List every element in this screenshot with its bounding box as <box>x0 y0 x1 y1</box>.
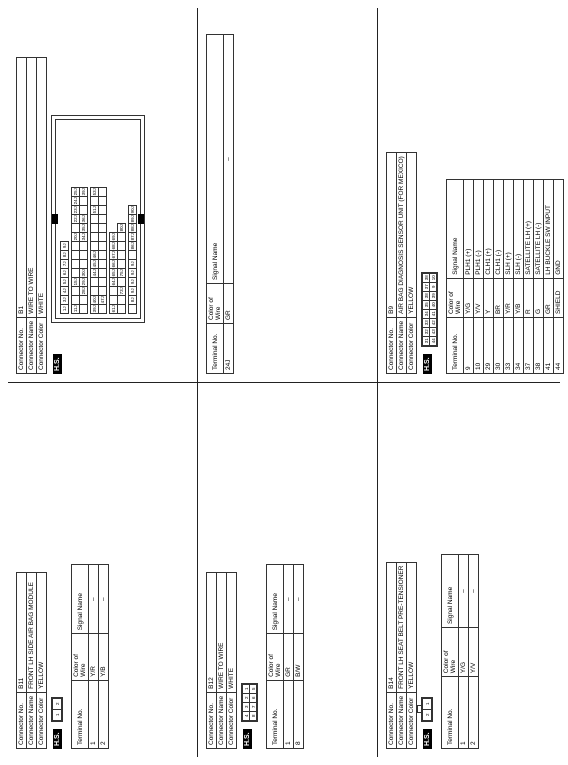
cell-b12: Connector No.B12 Connector NameWIRE TO W… <box>198 383 378 757</box>
hs-badge: H.S. <box>243 729 252 749</box>
notch-icon <box>138 214 144 224</box>
table-row: 24J GR – <box>224 35 234 374</box>
table-row: 9Y/GPLH1 (+) <box>464 180 474 374</box>
cell-b1: Connector No. B1 Connector Name WIRE TO … <box>8 8 198 382</box>
b14-connector-diagram: 21 <box>421 697 433 722</box>
table-row: 1Y/R– <box>89 565 99 749</box>
b9-pinout-table: Terminal No. Color ofWire Signal Name 9Y… <box>446 179 564 374</box>
cell-b1-pinout: Terminal No. Color ofWire Signal Name 24… <box>198 8 378 382</box>
table-row: 1Y/G– <box>459 555 469 749</box>
b9-connector-diagram: 3132333435383738 444342414039910 <box>421 272 438 347</box>
b1-connector-diagram: 1J3J4J5J6J7J8J9J 11J15J20J22J23J24J25J 2… <box>51 115 145 323</box>
b1-name: WIRE TO WIRE <box>27 57 37 317</box>
lbl-connector-name: Connector Name <box>27 317 37 373</box>
notch-icon <box>52 214 58 224</box>
cell-b9: Connector No. B9 Connector Name AIR BAG … <box>378 8 568 382</box>
row-2: Connector No.B11 Connector NameFRONT LH … <box>8 383 560 757</box>
b1-pinout-table: Terminal No. Color ofWire Signal Name 24… <box>206 34 234 374</box>
table-row: 2Y/V– <box>469 555 479 749</box>
table-row: 1GR– <box>284 565 294 749</box>
hs-badge: H.S. <box>53 729 62 749</box>
hs-badge: H.S. <box>53 354 62 374</box>
table-row: 33Y/RSLH (+) <box>504 180 514 374</box>
table-row: 2Y/B– <box>99 565 109 749</box>
lbl-connector-no: Connector No. <box>17 317 27 373</box>
table-row: 29YCLH1 (+) <box>484 180 494 374</box>
table-row: 38GSATELLITE LH (-) <box>534 180 544 374</box>
b9-header-table: Connector No. B9 Connector Name AIR BAG … <box>386 152 417 374</box>
table-row: 10Y/VPLH1 (-) <box>474 180 484 374</box>
b1-header-table: Connector No. B1 Connector Name WIRE TO … <box>16 57 47 374</box>
table-row: 44SHIELDGND <box>554 180 564 374</box>
hdr-signal: Signal Name <box>207 35 224 284</box>
hdr-color: Color ofWire <box>207 284 224 324</box>
b11-connector-diagram: 12 <box>51 697 63 722</box>
table-row: 30BRCLH1 (-) <box>494 180 504 374</box>
hs-badge: H.S. <box>423 354 432 374</box>
table-row: 34Y/BSLH (-) <box>514 180 524 374</box>
table-row: 37RSATELLITE LH (+) <box>524 180 534 374</box>
b14-pinout-table: Terminal No.Color ofWireSignal Name 1Y/G… <box>441 554 479 749</box>
lbl-connector-color: Connector Color <box>37 317 47 373</box>
hdr-terminal: Terminal No. <box>207 324 224 374</box>
page-wrapper: Connector No. B1 Connector Name WIRE TO … <box>8 8 560 757</box>
cell-b14: Connector No.B14 Connector NameFRONT LH … <box>378 383 568 757</box>
notch-icon <box>417 705 421 713</box>
hs-badge: H.S. <box>423 729 432 749</box>
b12-header-table: Connector No.B12 Connector NameWIRE TO W… <box>206 572 237 749</box>
b11-pinout-table: Terminal No.Color ofWireSignal Name 1Y/R… <box>71 564 109 749</box>
table-row: 8B/W– <box>294 565 304 749</box>
b12-connector-diagram: 4321 8765 <box>241 683 258 722</box>
table-row: 41GRLH BUCKLE SW INPUT <box>544 180 554 374</box>
row-1: Connector No. B1 Connector Name WIRE TO … <box>8 8 560 383</box>
b1-color: WHITE <box>37 57 47 317</box>
b14-header-table: Connector No.B14 Connector NameFRONT LH … <box>386 562 417 749</box>
b11-header-table: Connector No.B11 Connector NameFRONT LH … <box>16 572 47 749</box>
b1-no: B1 <box>17 57 27 317</box>
b12-pinout-table: Terminal No.Color ofWireSignal Name 1GR–… <box>266 564 304 749</box>
cell-b11: Connector No.B11 Connector NameFRONT LH … <box>8 383 198 757</box>
